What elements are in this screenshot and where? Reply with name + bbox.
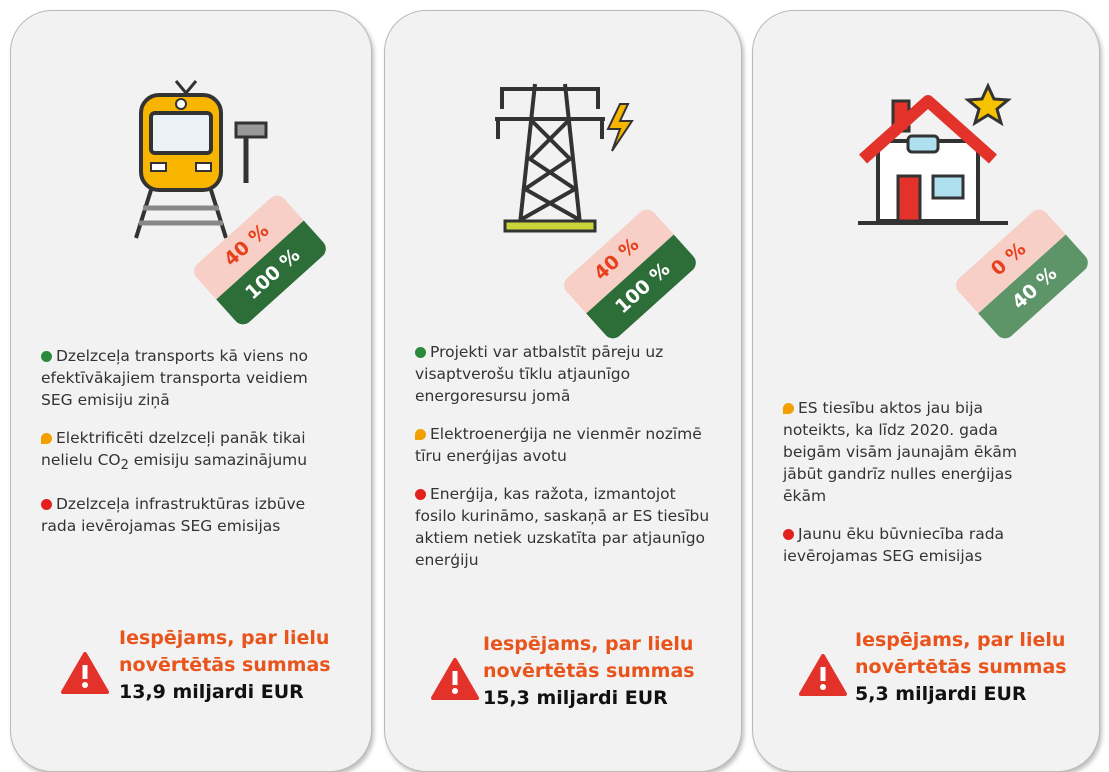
point-text: Projekti var atbalstīt pāreju uz visaptv… [415, 343, 664, 405]
card: 0 % 40 % ES tiesību aktos jau bija notei… [752, 10, 1100, 772]
point: ES tiesību aktos jau bija noteikts, ka l… [783, 397, 1053, 507]
warning-line: novērtētās summas [855, 656, 1067, 678]
subscript: 2 [120, 458, 129, 474]
warning: Iespējams, par lielu novērtētās summas 1… [483, 631, 695, 712]
point-text: ES tiesību aktos jau bija noteikts, ka l… [783, 399, 1018, 505]
points: Projekti var atbalstīt pāreju uz visaptv… [415, 341, 715, 587]
point-text: Enerģija, kas ražota, izmantojot fosilo … [415, 485, 710, 569]
point: Projekti var atbalstīt pāreju uz visaptv… [415, 341, 715, 407]
warning-line: novērtētās summas [119, 654, 331, 676]
tower-icon [495, 83, 634, 233]
point-text: emisiju samazinājumu [128, 451, 308, 469]
warning-line: Iespējams, par lielu [119, 627, 330, 649]
point-text: Dzelzceļa infrastruktūras izbūve rada ie… [41, 495, 306, 536]
house-icon [858, 82, 1012, 225]
point-text: Elektrificēti dzelzceļi panāk tikai neli… [41, 429, 306, 469]
card: 40 % 100 % Dzelzceļa transports kā viens… [10, 10, 372, 772]
warning-icon [61, 652, 109, 694]
card: 40 % 100 % Projekti var atbalstīt pāreju… [384, 10, 742, 772]
warning-line: Iespējams, par lielu [483, 633, 694, 655]
warning-icon [431, 658, 479, 700]
train-icon [134, 80, 268, 239]
points: Dzelzceļa transports kā viens no efektīv… [41, 345, 331, 553]
point-text: Dzelzceļa transports kā viens no efektīv… [41, 347, 309, 409]
warning-icon [799, 654, 847, 696]
point-text: Jaunu ēku būvniecība rada ievērojamas SE… [783, 525, 1005, 565]
warning: Iespējams, par lielu novērtētās summas 5… [855, 627, 1067, 708]
warning-line: Iespējams, par lielu [855, 629, 1066, 651]
point: Dzelzceļa transports kā viens no efektīv… [41, 345, 331, 411]
points: ES tiesību aktos jau bija noteikts, ka l… [783, 397, 1053, 583]
warning-line: novērtētās summas [483, 660, 695, 682]
point: Elektroenerģija ne vienmēr nozīmē tīru e… [415, 423, 715, 467]
infographic: 40 % 100 % Dzelzceļa transports kā viens… [10, 10, 1100, 772]
point-text: Elektroenerģija ne vienmēr nozīmē tīru e… [415, 425, 702, 465]
warning: Iespējams, par lielu novērtētās summas 1… [119, 625, 331, 706]
amount: 15,3 miljardi EUR [483, 687, 668, 709]
amount: 5,3 miljardi EUR [855, 683, 1027, 705]
amount: 13,9 miljardi EUR [119, 681, 304, 703]
point: Dzelzceļa infrastruktūras izbūve rada ie… [41, 493, 331, 537]
point: Jaunu ēku būvniecība rada ievērojamas SE… [783, 523, 1053, 567]
point: Enerģija, kas ražota, izmantojot fosilo … [415, 483, 715, 571]
point: Elektrificēti dzelzceļi panāk tikai neli… [41, 427, 331, 477]
